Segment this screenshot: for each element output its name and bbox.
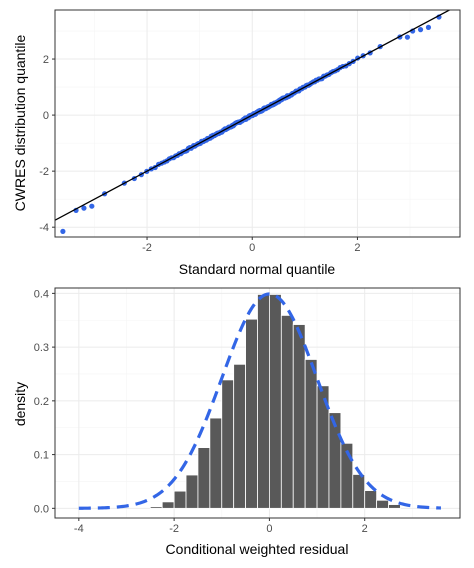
- histogram-marks: [78, 292, 441, 510]
- hist-y-tick-label: 0.0: [34, 503, 49, 515]
- histogram-bar: [209, 417, 223, 509]
- qq-plot-marks: [55, 10, 451, 234]
- histogram-border: [54, 287, 461, 519]
- qq-x-tick-label: 2: [354, 242, 360, 254]
- histogram-bar: [245, 318, 258, 509]
- qq-plot-y-axis-title: CWRES distribution quantile: [12, 34, 28, 211]
- histogram-ticks: -4 -2 0 2 0.0 0.1 0.2 0.3 0.4: [34, 288, 368, 535]
- qq-point: [89, 203, 95, 209]
- hist-x-tick-label: 2: [362, 523, 368, 535]
- histogram-x-axis-title: Conditional weighted residual: [166, 541, 349, 557]
- histogram-bar: [197, 447, 211, 509]
- histogram-bar: [221, 379, 235, 509]
- qq-point: [60, 228, 66, 234]
- histogram-bar: [352, 474, 366, 509]
- qq-point: [404, 34, 411, 40]
- qq-point: [81, 205, 87, 211]
- qq-reference-line: [55, 10, 451, 221]
- hist-x-tick-label: -2: [169, 523, 179, 535]
- histogram-y-axis-title: density: [12, 382, 28, 426]
- histogram-bar: [185, 474, 199, 509]
- histogram-bar: [161, 501, 175, 509]
- qq-x-tick-label: 0: [249, 242, 255, 254]
- histogram-plot-area: [78, 292, 441, 510]
- qq-plot-area: [55, 10, 451, 234]
- qq-plot-ticks: -2 0 2 -4 -2 0 2: [39, 54, 360, 254]
- qq-point: [425, 24, 432, 30]
- qq-plot-x-axis-title: Standard normal quantile: [179, 261, 336, 277]
- histogram-bar: [269, 294, 282, 509]
- hist-x-tick-label: 0: [266, 523, 272, 535]
- qq-plot-border: [54, 9, 461, 238]
- histogram-bar: [280, 315, 294, 509]
- qq-plot-panel: -2 0 2 -4 -2 0 2 Standard normal quantile CWRE…: [12, 9, 461, 277]
- histogram-bar: [233, 363, 246, 509]
- qq-y-tick-label: 2: [43, 54, 49, 66]
- hist-y-tick-label: 0.2: [34, 396, 49, 408]
- qq-y-tick-label: -4: [39, 222, 49, 234]
- histogram-bar: [376, 499, 389, 509]
- histogram-bar: [388, 504, 401, 509]
- qq-point: [417, 27, 424, 33]
- histogram-bar: [149, 506, 163, 509]
- hist-y-tick-label: 0.4: [34, 288, 49, 300]
- density-curve: [78, 292, 441, 510]
- histogram-bar: [173, 490, 187, 509]
- qq-x-tick-label: -2: [142, 242, 152, 254]
- hist-x-tick-label: -4: [74, 523, 84, 535]
- histogram-panel: -4 -2 0 2 0.0 0.1 0.2 0.3 0.4 Conditional weight…: [12, 287, 461, 557]
- histogram-bar: [257, 294, 270, 509]
- histogram-bar: [292, 324, 306, 509]
- hist-y-tick-label: 0.1: [34, 450, 49, 462]
- qq-plot-background: [55, 10, 460, 237]
- histogram-bar: [304, 359, 318, 509]
- histogram-bar: [364, 490, 378, 509]
- hist-y-tick-label: 0.3: [34, 342, 49, 354]
- qq-y-tick-label: -2: [39, 166, 49, 178]
- qq-y-tick-label: 0: [43, 110, 49, 122]
